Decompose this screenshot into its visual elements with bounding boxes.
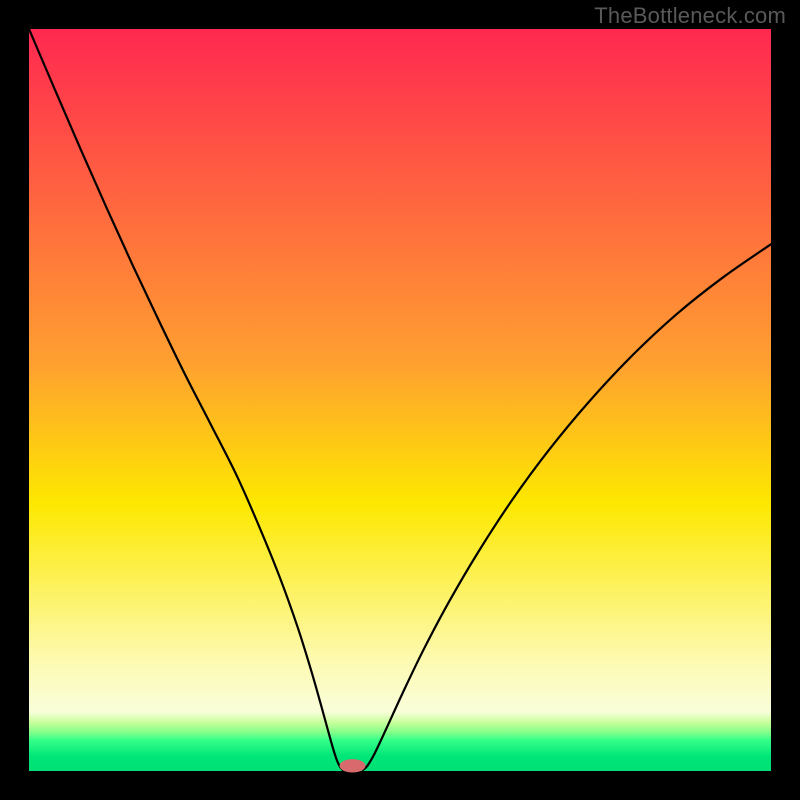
- chart-frame: TheBottleneck.com: [0, 0, 800, 800]
- bottleneck-chart: [0, 0, 800, 800]
- dip-marker: [340, 759, 366, 772]
- plot-background: [29, 29, 771, 771]
